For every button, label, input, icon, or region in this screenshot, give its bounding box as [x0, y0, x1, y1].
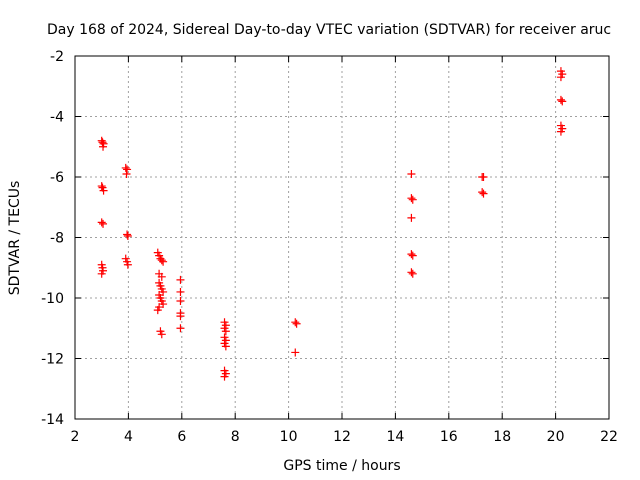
- data-point: [407, 169, 416, 178]
- y-tick-label: -8: [50, 231, 64, 247]
- x-tick-label: 20: [547, 429, 565, 445]
- data-point: [478, 188, 487, 197]
- data-point: [556, 127, 565, 136]
- data-point: [408, 269, 417, 278]
- data-point: [157, 272, 166, 281]
- data-point: [407, 268, 416, 277]
- data-point: [176, 287, 185, 296]
- x-tick-label: 8: [231, 429, 240, 445]
- y-tick-label: -2: [50, 49, 64, 65]
- x-tick-label: 10: [280, 429, 298, 445]
- x-tick-label: 12: [333, 429, 351, 445]
- data-point: [123, 260, 132, 269]
- data-point: [123, 230, 132, 239]
- data-point: [220, 372, 229, 381]
- data-point: [479, 173, 488, 181]
- x-tick-label: 6: [177, 429, 186, 445]
- data-point: [122, 169, 131, 178]
- data-point: [556, 95, 565, 104]
- data-point: [121, 163, 130, 172]
- chart-title: Day 168 of 2024, Sidereal Day-to-day VTE…: [47, 22, 611, 38]
- data-point: [558, 97, 567, 106]
- x-tick-label: 18: [493, 429, 511, 445]
- data-point: [408, 251, 417, 260]
- data-point: [157, 256, 166, 265]
- data-point: [159, 300, 168, 309]
- data-point: [292, 319, 301, 328]
- data-point: [157, 330, 166, 339]
- x-tick-label: 22: [600, 429, 618, 445]
- data-point: [176, 275, 185, 284]
- x-tick-label: 2: [71, 429, 80, 445]
- data-point: [159, 257, 168, 266]
- data-points: [97, 67, 567, 381]
- grid-lines: [75, 56, 609, 419]
- data-point: [97, 182, 106, 191]
- data-point: [153, 306, 162, 315]
- x-tick-label: 4: [124, 429, 133, 445]
- data-point: [176, 297, 185, 306]
- y-tick-label: -10: [41, 291, 64, 307]
- data-point: [407, 194, 416, 203]
- data-point: [159, 287, 168, 296]
- data-point: [479, 189, 488, 198]
- data-point: [99, 186, 108, 195]
- data-point: [291, 348, 300, 357]
- y-tick-label: -12: [41, 352, 64, 368]
- y-tick-label: -14: [41, 412, 64, 428]
- x-tick-label: 14: [386, 429, 404, 445]
- data-point: [408, 195, 417, 204]
- data-point: [123, 231, 132, 240]
- y-tick-label: -6: [50, 170, 64, 186]
- x-tick-label: 16: [440, 429, 458, 445]
- data-point: [99, 142, 108, 151]
- data-point: [97, 269, 106, 278]
- data-point: [221, 342, 230, 351]
- data-point: [97, 218, 106, 227]
- data-point: [407, 213, 416, 222]
- data-point: [176, 324, 185, 333]
- data-point: [176, 312, 185, 321]
- data-point: [556, 73, 565, 82]
- data-point: [291, 318, 300, 327]
- x-axis-label: GPS time / hours: [283, 458, 400, 474]
- data-point: [99, 219, 108, 228]
- data-point: [407, 250, 416, 259]
- y-axis-label: SDTVAR / TECUs: [7, 181, 23, 296]
- y-tick-label: -4: [50, 110, 64, 126]
- data-point: [221, 327, 230, 336]
- axis-ticks: 2 4 6 8 10 12 14 16 18 20 22 -2 -4 -6 -8 -10 -12 -14: [41, 49, 618, 445]
